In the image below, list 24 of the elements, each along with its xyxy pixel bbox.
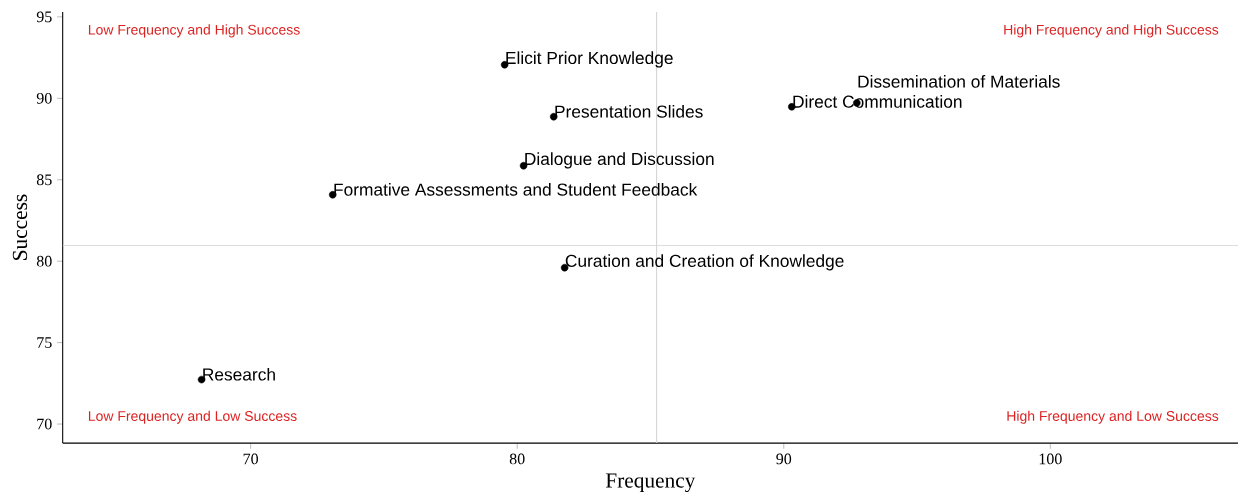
y-tick-label: 95	[36, 11, 52, 23]
x-tick-label: 100	[1039, 453, 1062, 465]
annotation: Research	[203, 367, 275, 381]
annotation: Formative Assessments and Student Feedback	[334, 182, 698, 196]
x-tick-label: 80	[509, 453, 525, 465]
y-tick-label: 75	[37, 337, 52, 348]
x-tick-label: 90	[776, 453, 792, 465]
y-tick-label: 70	[37, 418, 52, 430]
y-tick-label: 80	[36, 255, 52, 267]
annotation: Curation and Creation of Knowledge	[565, 254, 844, 271]
annotation: Elicit Prior Knowledge	[506, 51, 673, 68]
annotation: Presentation Slides	[555, 104, 703, 118]
annotation: Low Frequency and High Success	[88, 24, 300, 38]
annotation: High Frequency and High Success	[1004, 24, 1219, 38]
y-tick-label: 85	[36, 174, 52, 186]
y-axis-title: Success	[12, 194, 28, 260]
annotation: Dialogue and Discussion	[525, 152, 714, 169]
annotation: Dissemination of Materials	[858, 74, 1060, 88]
x-tick-label: 70	[243, 453, 259, 465]
annotation: Direct Communication	[793, 95, 962, 108]
annotation: High Frequency and Low Success	[1007, 410, 1219, 424]
x-axis-title: Frequency	[605, 473, 696, 492]
annotation: Low Frequency and Low Success	[88, 410, 297, 424]
y-tick-label: 90	[36, 92, 52, 104]
